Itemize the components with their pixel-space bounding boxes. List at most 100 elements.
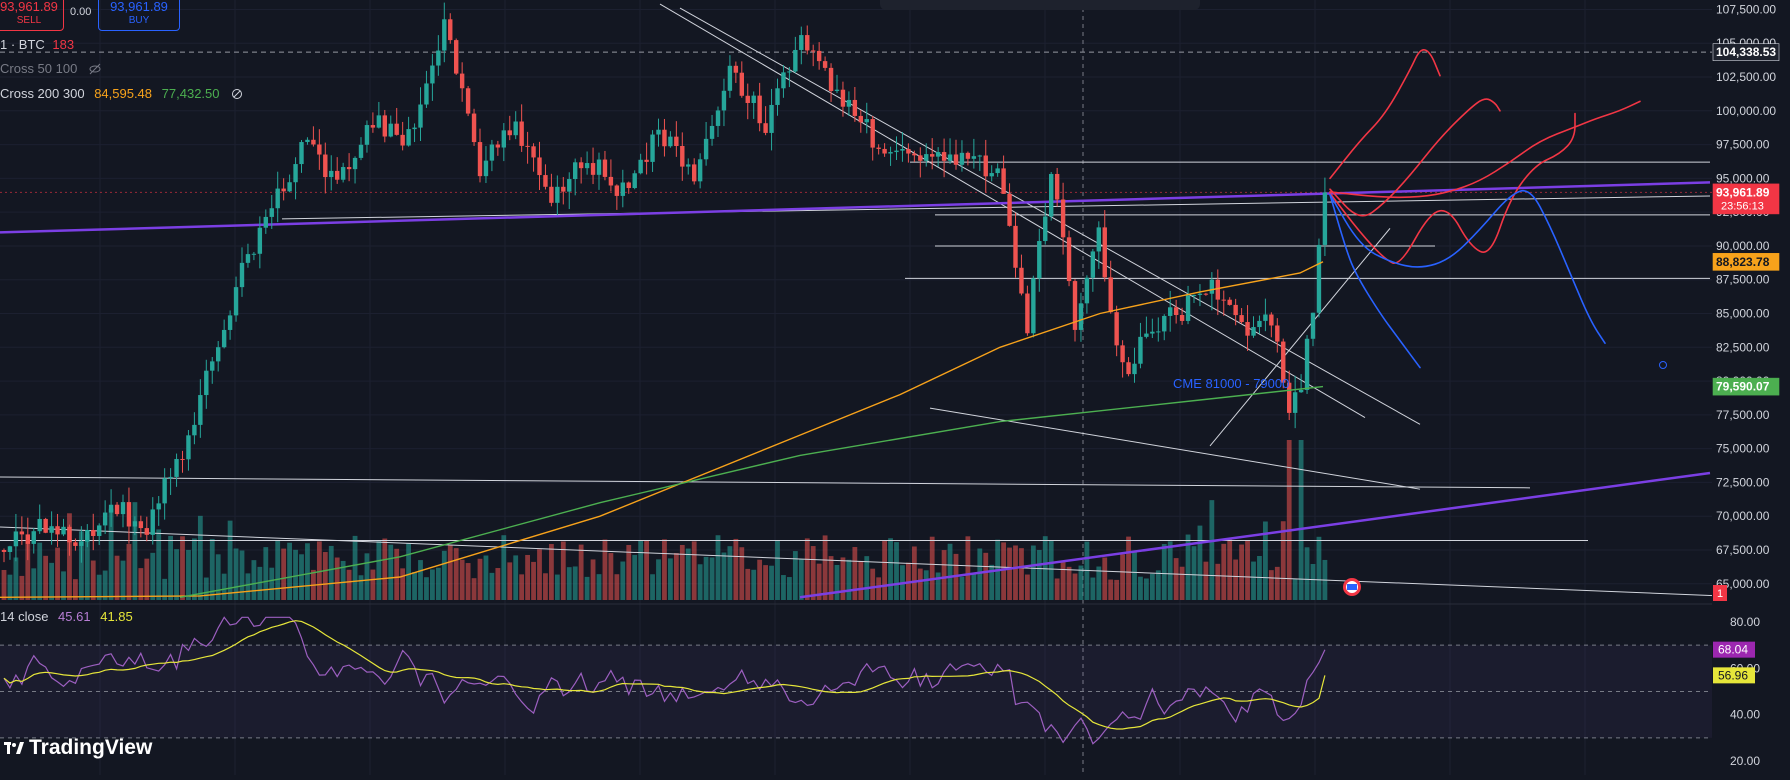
candle-body — [1215, 279, 1220, 300]
candle-body — [25, 534, 30, 544]
rsi-value-box — [1713, 641, 1755, 658]
blue-dot-marker — [1659, 361, 1667, 369]
ma1-legend[interactable]: Cross 50 100 — [0, 61, 101, 76]
symbol-legend[interactable]: 1 · BTC 183 — [0, 37, 74, 52]
candle-body — [1245, 322, 1250, 336]
volume-bar — [90, 560, 96, 600]
trend-line — [1209, 228, 1391, 447]
volume-bar — [1257, 555, 1262, 600]
rsi-legend[interactable]: 14 close 45.61 41.85 — [0, 609, 133, 624]
candle-body — [311, 139, 316, 145]
volume-bar — [721, 552, 727, 600]
candle-body — [1168, 307, 1173, 316]
candle-body — [858, 115, 863, 123]
volume-bar — [626, 544, 632, 600]
ma2-legend[interactable]: Cross 200 300 84,595.48 77,432.50 — [0, 86, 243, 101]
price-label-text: 93,961.89 — [1716, 185, 1770, 199]
volume-bar — [1298, 440, 1304, 600]
volume-bar — [537, 549, 542, 600]
volume-bar — [840, 557, 846, 600]
candle-body — [323, 154, 328, 178]
candle-body — [85, 529, 90, 542]
volume-bar — [578, 544, 584, 600]
tradingview-mark-icon — [4, 742, 24, 754]
volume-bar — [1209, 500, 1215, 600]
volume-bar — [929, 536, 935, 600]
volume-bar — [745, 568, 751, 600]
candle-body — [894, 150, 899, 153]
volume-bar — [1114, 579, 1120, 600]
volume-bar — [834, 564, 840, 600]
candle-body — [549, 186, 554, 203]
volume-bar — [1030, 545, 1036, 600]
buy-button[interactable]: 93,961.89 BUY — [98, 0, 180, 31]
volume-bar — [406, 543, 411, 600]
volume-bar — [197, 515, 203, 600]
volume-bar — [245, 573, 251, 600]
eye-hidden-icon[interactable] — [89, 63, 101, 75]
volume-bar — [150, 552, 156, 600]
candle-body — [644, 159, 649, 162]
volume-bar — [560, 541, 566, 600]
candle-body — [686, 164, 691, 167]
volume-bar — [1191, 546, 1197, 600]
volume-bar — [412, 572, 417, 600]
candle-body — [828, 67, 834, 92]
price-tick-label: 70,000.00 — [1716, 509, 1770, 523]
candle-body — [626, 182, 631, 189]
rsi-value-label: 56.96 — [1718, 668, 1748, 682]
volume-bar — [370, 569, 376, 600]
volume-bar — [84, 534, 90, 600]
disabled-icon[interactable] — [231, 88, 243, 100]
tradingview-logo[interactable]: TradingView — [4, 736, 152, 760]
buy-label: BUY — [128, 15, 150, 26]
volume-bar — [733, 538, 739, 600]
candle-body — [834, 89, 840, 92]
volume-bar — [96, 574, 102, 600]
candle-body — [37, 518, 42, 532]
candle-body — [216, 347, 221, 362]
candle-body — [245, 254, 251, 263]
candle-body — [1025, 293, 1030, 334]
candle-body — [168, 476, 173, 479]
candle-body — [1239, 315, 1244, 323]
candle-body — [715, 110, 721, 126]
candle-body — [513, 121, 518, 136]
candle-body — [555, 186, 560, 203]
price-tick-label: 65,000.00 — [1716, 577, 1770, 591]
volume-bar — [275, 540, 281, 600]
volume-bar — [656, 559, 661, 600]
candle-body — [1281, 341, 1286, 383]
candle-body — [816, 50, 822, 62]
candle-body — [436, 50, 441, 66]
price-tick-label: 107,500.00 — [1716, 2, 1776, 16]
volume-bar — [1215, 563, 1221, 600]
volume-bar — [1, 569, 7, 600]
candle-body — [781, 72, 786, 89]
volume-bar — [459, 559, 465, 600]
candle-body — [870, 119, 875, 148]
price-tick-label: 90,000.00 — [1716, 239, 1770, 253]
candle-body — [1049, 173, 1054, 217]
volume-bar — [1096, 566, 1102, 600]
candle-body — [144, 528, 149, 535]
candle-body — [1144, 333, 1149, 337]
candle-body — [947, 154, 953, 161]
candle-body — [793, 49, 798, 72]
volume-bar — [679, 544, 685, 600]
trend-line — [0, 476, 1531, 489]
volume-bar — [531, 561, 536, 600]
volume-bar — [703, 556, 709, 600]
volume-bar — [1025, 574, 1030, 600]
candle-body — [1060, 199, 1066, 238]
candle-body — [537, 157, 542, 176]
candle-body — [1310, 312, 1316, 339]
top-toolbar[interactable] — [880, 0, 1200, 10]
candle-body — [358, 144, 364, 158]
candle-body — [382, 115, 387, 137]
candle-body — [1138, 336, 1143, 364]
volume-bar — [1090, 577, 1096, 600]
sell-button[interactable]: 93,961.89 SELL — [0, 0, 64, 31]
